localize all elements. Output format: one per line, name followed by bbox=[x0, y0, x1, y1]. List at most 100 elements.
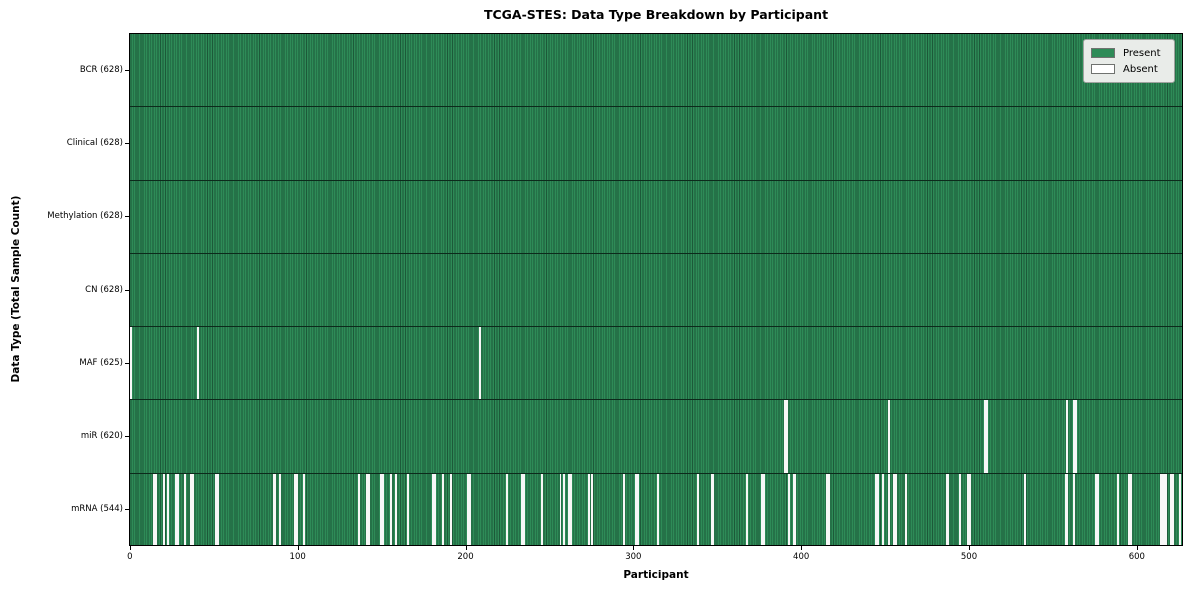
absent-stripe bbox=[958, 473, 961, 545]
absent-stripe bbox=[368, 473, 371, 545]
absent-stripe bbox=[745, 473, 748, 545]
y-tick-mark bbox=[125, 216, 129, 218]
y-tick-mark bbox=[125, 69, 129, 71]
absent-stripe bbox=[1160, 473, 1163, 545]
x-tick-mark bbox=[969, 546, 970, 550]
absent-stripe bbox=[541, 473, 543, 545]
absent-stripe bbox=[893, 473, 896, 545]
absent-stripe bbox=[985, 400, 988, 473]
absent-stripe bbox=[1094, 473, 1097, 545]
absent-stripe bbox=[520, 473, 523, 545]
x-tick-mark bbox=[297, 546, 299, 550]
absent-stripe bbox=[792, 473, 795, 545]
absent-stripe bbox=[272, 473, 275, 545]
absent-stripe bbox=[176, 473, 179, 545]
heatmap-row-BCR bbox=[130, 34, 1182, 108]
absent-stripe bbox=[710, 473, 713, 545]
absent-stripe bbox=[1024, 473, 1027, 545]
absent-stripe bbox=[379, 473, 382, 545]
y-tick-label-Clinical: Clinical (628) bbox=[66, 137, 123, 148]
y-tick-mark bbox=[125, 142, 129, 144]
legend-label-absent: Absent bbox=[1123, 63, 1158, 75]
heatmap-row-mRNA bbox=[130, 473, 1182, 545]
absent-stripe bbox=[130, 327, 132, 400]
y-tick-mark bbox=[125, 436, 129, 438]
absent-stripe bbox=[895, 473, 898, 545]
absent-stripe bbox=[395, 473, 397, 545]
x-axis-label: Participant bbox=[623, 569, 689, 581]
absent-swatch-icon bbox=[1091, 64, 1115, 74]
x-tick-mark bbox=[129, 546, 131, 550]
absent-stripe bbox=[389, 473, 392, 545]
absent-stripe bbox=[559, 473, 562, 545]
y-tick-label-Methylation: Methylation (628) bbox=[47, 211, 123, 222]
absent-stripe bbox=[1066, 473, 1069, 545]
y-tick-mark bbox=[125, 509, 129, 511]
absent-stripe bbox=[1073, 473, 1076, 545]
present-swatch-icon bbox=[1091, 48, 1115, 58]
absent-stripe bbox=[296, 473, 298, 545]
absent-stripe bbox=[1162, 473, 1164, 545]
x-tick-label-400: 400 bbox=[793, 552, 810, 562]
absent-stripe bbox=[905, 473, 908, 545]
heatmap-row-miR bbox=[130, 400, 1182, 474]
legend-entry-present: Present bbox=[1091, 45, 1167, 61]
absent-stripe bbox=[787, 473, 790, 545]
absent-stripe bbox=[760, 473, 763, 545]
absent-stripe bbox=[522, 473, 525, 545]
absent-stripe bbox=[1074, 400, 1077, 473]
absent-stripe bbox=[1172, 473, 1175, 545]
absent-stripe bbox=[828, 473, 830, 545]
y-tick-label-MAF: MAF (625) bbox=[79, 357, 123, 368]
x-tick-label-500: 500 bbox=[960, 552, 978, 562]
x-tick-label-200: 200 bbox=[457, 552, 474, 562]
absent-stripe bbox=[881, 473, 884, 545]
absent-stripe bbox=[967, 473, 970, 545]
absent-stripe bbox=[196, 327, 199, 400]
absent-stripe bbox=[166, 473, 169, 545]
absent-stripe bbox=[1170, 473, 1173, 545]
absent-stripe bbox=[1130, 473, 1133, 545]
absent-stripe bbox=[1064, 473, 1067, 545]
absent-stripe bbox=[888, 473, 891, 545]
absent-stripe bbox=[1073, 400, 1076, 473]
absent-stripe bbox=[1163, 473, 1166, 545]
absent-stripe bbox=[1096, 473, 1099, 545]
absent-stripe bbox=[567, 473, 570, 545]
absent-stripe bbox=[366, 473, 369, 545]
absent-stripe bbox=[591, 473, 594, 545]
absent-stripe bbox=[1178, 473, 1181, 545]
absent-stripe bbox=[406, 473, 409, 545]
absent-stripe bbox=[888, 400, 891, 473]
absent-stripe bbox=[1165, 473, 1168, 545]
x-tick-label-0: 0 bbox=[127, 552, 133, 562]
absent-stripe bbox=[163, 473, 166, 545]
absent-stripe bbox=[588, 473, 590, 545]
absent-stripe bbox=[183, 473, 186, 545]
absent-stripe bbox=[381, 473, 384, 545]
legend-entry-absent: Absent bbox=[1091, 61, 1167, 77]
absent-stripe bbox=[947, 473, 950, 545]
absent-stripe bbox=[762, 473, 765, 545]
absent-stripe bbox=[875, 473, 877, 545]
absent-stripe bbox=[876, 473, 879, 545]
absent-stripe bbox=[505, 473, 508, 545]
absent-stripe bbox=[945, 473, 948, 545]
legend: Present Absent bbox=[1083, 39, 1175, 83]
absent-stripe bbox=[562, 473, 565, 545]
absent-stripe bbox=[623, 473, 626, 545]
absent-stripe bbox=[442, 473, 444, 545]
legend-label-present: Present bbox=[1123, 47, 1161, 59]
absent-stripe bbox=[450, 473, 453, 545]
absent-stripe bbox=[1066, 400, 1069, 473]
x-tick-label-300: 300 bbox=[625, 552, 642, 562]
absent-stripe bbox=[636, 473, 639, 545]
absent-stripe bbox=[215, 473, 218, 545]
absent-stripe bbox=[153, 473, 156, 545]
absent-stripe bbox=[826, 473, 829, 545]
absent-stripe bbox=[784, 400, 787, 473]
y-tick-label-mRNA: mRNA (544) bbox=[71, 504, 123, 515]
absent-stripe bbox=[569, 473, 572, 545]
absent-stripe bbox=[468, 473, 471, 545]
